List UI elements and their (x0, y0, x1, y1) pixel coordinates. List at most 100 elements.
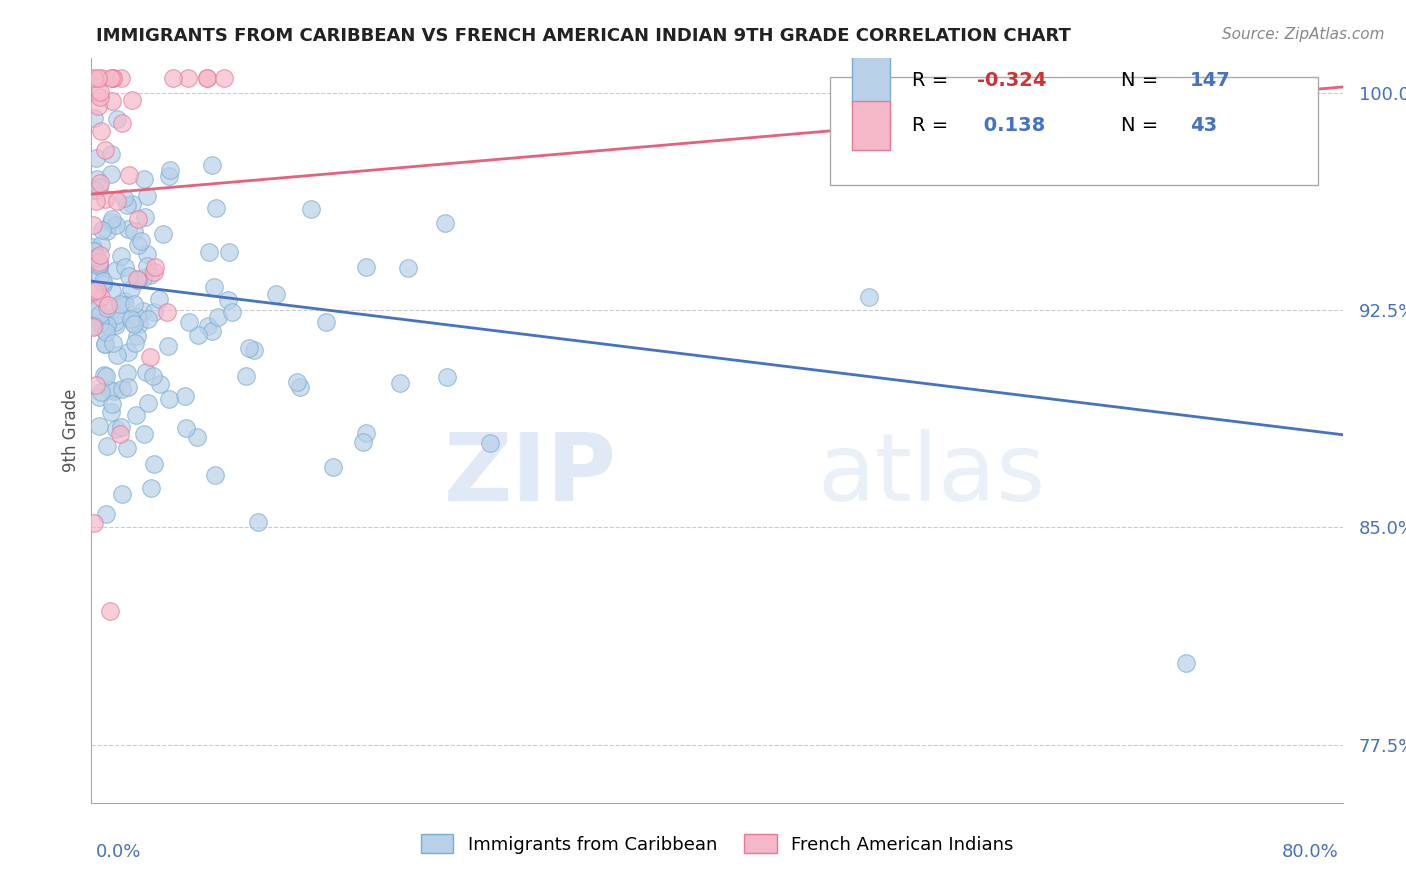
Point (86, 250, 108, 264)
Point (89, 180, 111, 194)
Point (93, 274, 115, 288)
Point (322, 460, 344, 475)
Point (388, 376, 411, 391)
Point (858, 290, 880, 304)
Point (354, 426, 377, 441)
Point (100, 405, 122, 419)
Point (90, 71, 112, 86)
Point (101, 71, 124, 86)
Point (139, 481, 162, 495)
Point (156, 305, 179, 319)
Point (396, 260, 419, 275)
Point (138, 350, 160, 364)
Point (97, 298, 120, 312)
Text: ZIP: ZIP (444, 429, 617, 521)
Point (105, 348, 128, 362)
Point (121, 196, 143, 211)
Point (198, 244, 221, 259)
Point (94, 368, 117, 383)
Point (94, 336, 117, 351)
Point (124, 317, 146, 331)
Point (1174, 656, 1197, 670)
Point (136, 259, 159, 273)
Text: IMMIGRANTS FROM CARIBBEAN VS FRENCH AMERICAN INDIAN 9TH GRADE CORRELATION CHART: IMMIGRANTS FROM CARIBBEAN VS FRENCH AMER… (96, 27, 1070, 45)
Point (89, 316, 111, 330)
Point (101, 212, 124, 227)
Point (89, 85, 111, 99)
Point (125, 273, 148, 287)
Point (127, 237, 149, 252)
Text: Source: ZipAtlas.com: Source: ZipAtlas.com (1222, 27, 1385, 42)
Point (139, 268, 162, 282)
Point (108, 297, 131, 311)
Text: 0.0%: 0.0% (96, 843, 141, 861)
Point (93, 277, 115, 291)
Point (110, 420, 132, 434)
Point (315, 315, 337, 329)
Point (111, 487, 134, 501)
Point (122, 297, 145, 311)
Point (174, 421, 197, 435)
Point (111, 116, 134, 130)
Point (89, 176, 111, 190)
Point (243, 343, 266, 357)
Point (101, 284, 124, 298)
Point (90, 124, 112, 138)
Point (246, 515, 269, 529)
Point (83, 516, 105, 531)
Point (145, 260, 167, 274)
Point (96, 439, 118, 453)
Text: 43: 43 (1189, 116, 1218, 135)
Point (132, 304, 155, 318)
Point (204, 468, 226, 483)
Point (91, 277, 114, 291)
Point (117, 344, 139, 359)
Point (89, 257, 111, 271)
Point (287, 375, 309, 389)
Point (128, 317, 150, 331)
Point (94, 337, 117, 351)
Point (90, 238, 112, 252)
Point (159, 163, 181, 178)
Text: N =: N = (1121, 116, 1159, 135)
Point (174, 389, 197, 403)
Point (84, 183, 107, 197)
Point (120, 282, 142, 296)
Point (129, 234, 152, 248)
Point (136, 396, 159, 410)
Point (118, 168, 141, 182)
Point (83, 111, 105, 125)
Point (201, 325, 224, 339)
Point (83, 284, 105, 298)
Point (110, 71, 132, 86)
Point (103, 384, 125, 399)
Text: R =: R = (912, 71, 949, 90)
Text: -0.324: -0.324 (977, 71, 1047, 90)
Point (124, 409, 146, 423)
Point (152, 227, 174, 242)
Point (89, 90, 111, 104)
Point (101, 397, 124, 411)
Point (103, 335, 125, 350)
Point (117, 222, 139, 236)
Point (84, 194, 107, 208)
Point (89, 268, 111, 283)
Point (96, 223, 118, 237)
Point (83, 244, 105, 258)
Point (115, 366, 138, 380)
Y-axis label: 9th Grade: 9th Grade (62, 389, 80, 472)
Point (86, 283, 108, 297)
Point (479, 435, 502, 450)
Point (100, 146, 122, 161)
Point (89, 418, 111, 433)
Point (179, 314, 201, 328)
Point (186, 430, 208, 444)
Point (118, 268, 141, 283)
Point (212, 71, 235, 86)
Point (148, 292, 170, 306)
Point (124, 224, 146, 238)
Point (90, 385, 112, 400)
Point (132, 271, 155, 285)
Point (187, 327, 209, 342)
Point (157, 339, 180, 353)
